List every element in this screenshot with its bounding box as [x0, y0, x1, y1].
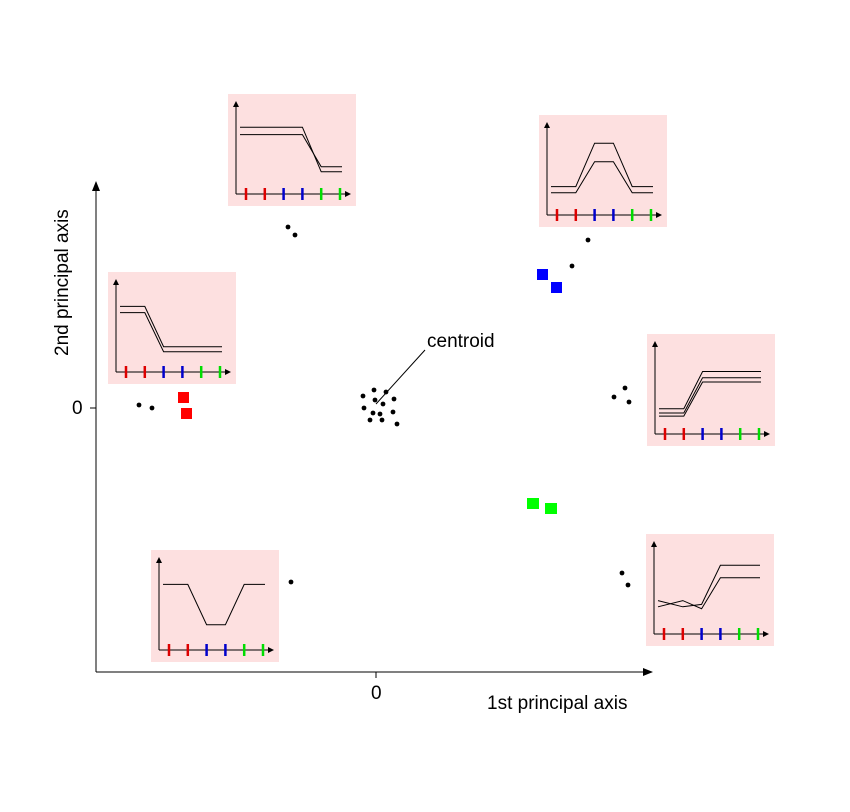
inset-profile-line [659, 371, 761, 410]
inset-left-pattern [108, 272, 236, 384]
data-point [149, 405, 155, 411]
centroid-point-cluster [360, 387, 400, 427]
left-point-pair [136, 402, 155, 411]
inset-background [647, 334, 775, 446]
x-axis-label: 1st principal axis [487, 693, 627, 714]
data-point [285, 224, 291, 230]
data-point [372, 397, 378, 403]
inset-background [151, 550, 279, 662]
data-point [625, 582, 631, 588]
green-square-markers [527, 498, 557, 514]
data-point [377, 411, 383, 417]
y-zero-label: 0 [72, 398, 83, 419]
blue-square-marker [537, 269, 548, 280]
pattern-insets [108, 94, 775, 662]
centroid-leader-line [375, 349, 426, 405]
inset-top-left-pattern [228, 94, 356, 206]
inset-profile-line [657, 564, 760, 608]
red-square-marker [178, 392, 189, 403]
data-point [391, 396, 397, 402]
inset-profile-line [163, 583, 265, 626]
data-point [390, 409, 396, 415]
data-point [394, 421, 400, 427]
data-point [360, 393, 366, 399]
green-square-marker [527, 498, 539, 509]
data-point [626, 399, 632, 405]
data-point [370, 410, 376, 416]
inset-profile-line [240, 134, 342, 168]
inset-profile-line [120, 312, 222, 353]
data-point [611, 394, 617, 400]
inset-bottom-right-pattern [646, 534, 774, 646]
inset-profile-line [657, 577, 760, 610]
inset-background [108, 272, 236, 384]
x-zero-label: 0 [371, 683, 382, 704]
blue-square-marker [551, 282, 562, 293]
inset-background [228, 94, 356, 206]
inset-right-pattern [647, 334, 775, 446]
inset-background [539, 115, 667, 227]
y-axis-label: 2nd principal axis [52, 209, 73, 356]
red-square-marker [181, 408, 192, 419]
data-point [383, 389, 389, 395]
green-square-marker [545, 503, 557, 514]
top-left-point-pair [285, 224, 298, 238]
inset-profile-line [551, 142, 653, 188]
inset-profile-line [659, 381, 761, 417]
data-point [367, 417, 373, 423]
data-point [379, 417, 385, 423]
data-point [371, 387, 377, 393]
top-right-points [569, 237, 591, 269]
blue-square-markers [537, 269, 562, 293]
data-point [288, 579, 294, 585]
right-point-group [611, 385, 632, 405]
red-square-markers [178, 392, 192, 419]
inset-background [646, 534, 774, 646]
data-point [361, 405, 367, 411]
data-point [585, 237, 591, 243]
bottom-left-point [288, 579, 294, 585]
data-point [619, 570, 625, 576]
inset-profile-line [551, 161, 653, 194]
bottom-right-point-pair [619, 570, 631, 588]
inset-profile-line [240, 126, 342, 173]
inset-bottom-left-pattern [151, 550, 279, 662]
inset-profile-line [120, 305, 222, 348]
data-point [380, 401, 386, 407]
data-point [569, 263, 575, 269]
data-point [292, 232, 298, 238]
data-point [622, 385, 628, 391]
centroid-label: centroid [427, 331, 495, 352]
data-point [136, 402, 142, 408]
inset-top-right-pattern [539, 115, 667, 227]
inset-profile-line [659, 377, 761, 414]
